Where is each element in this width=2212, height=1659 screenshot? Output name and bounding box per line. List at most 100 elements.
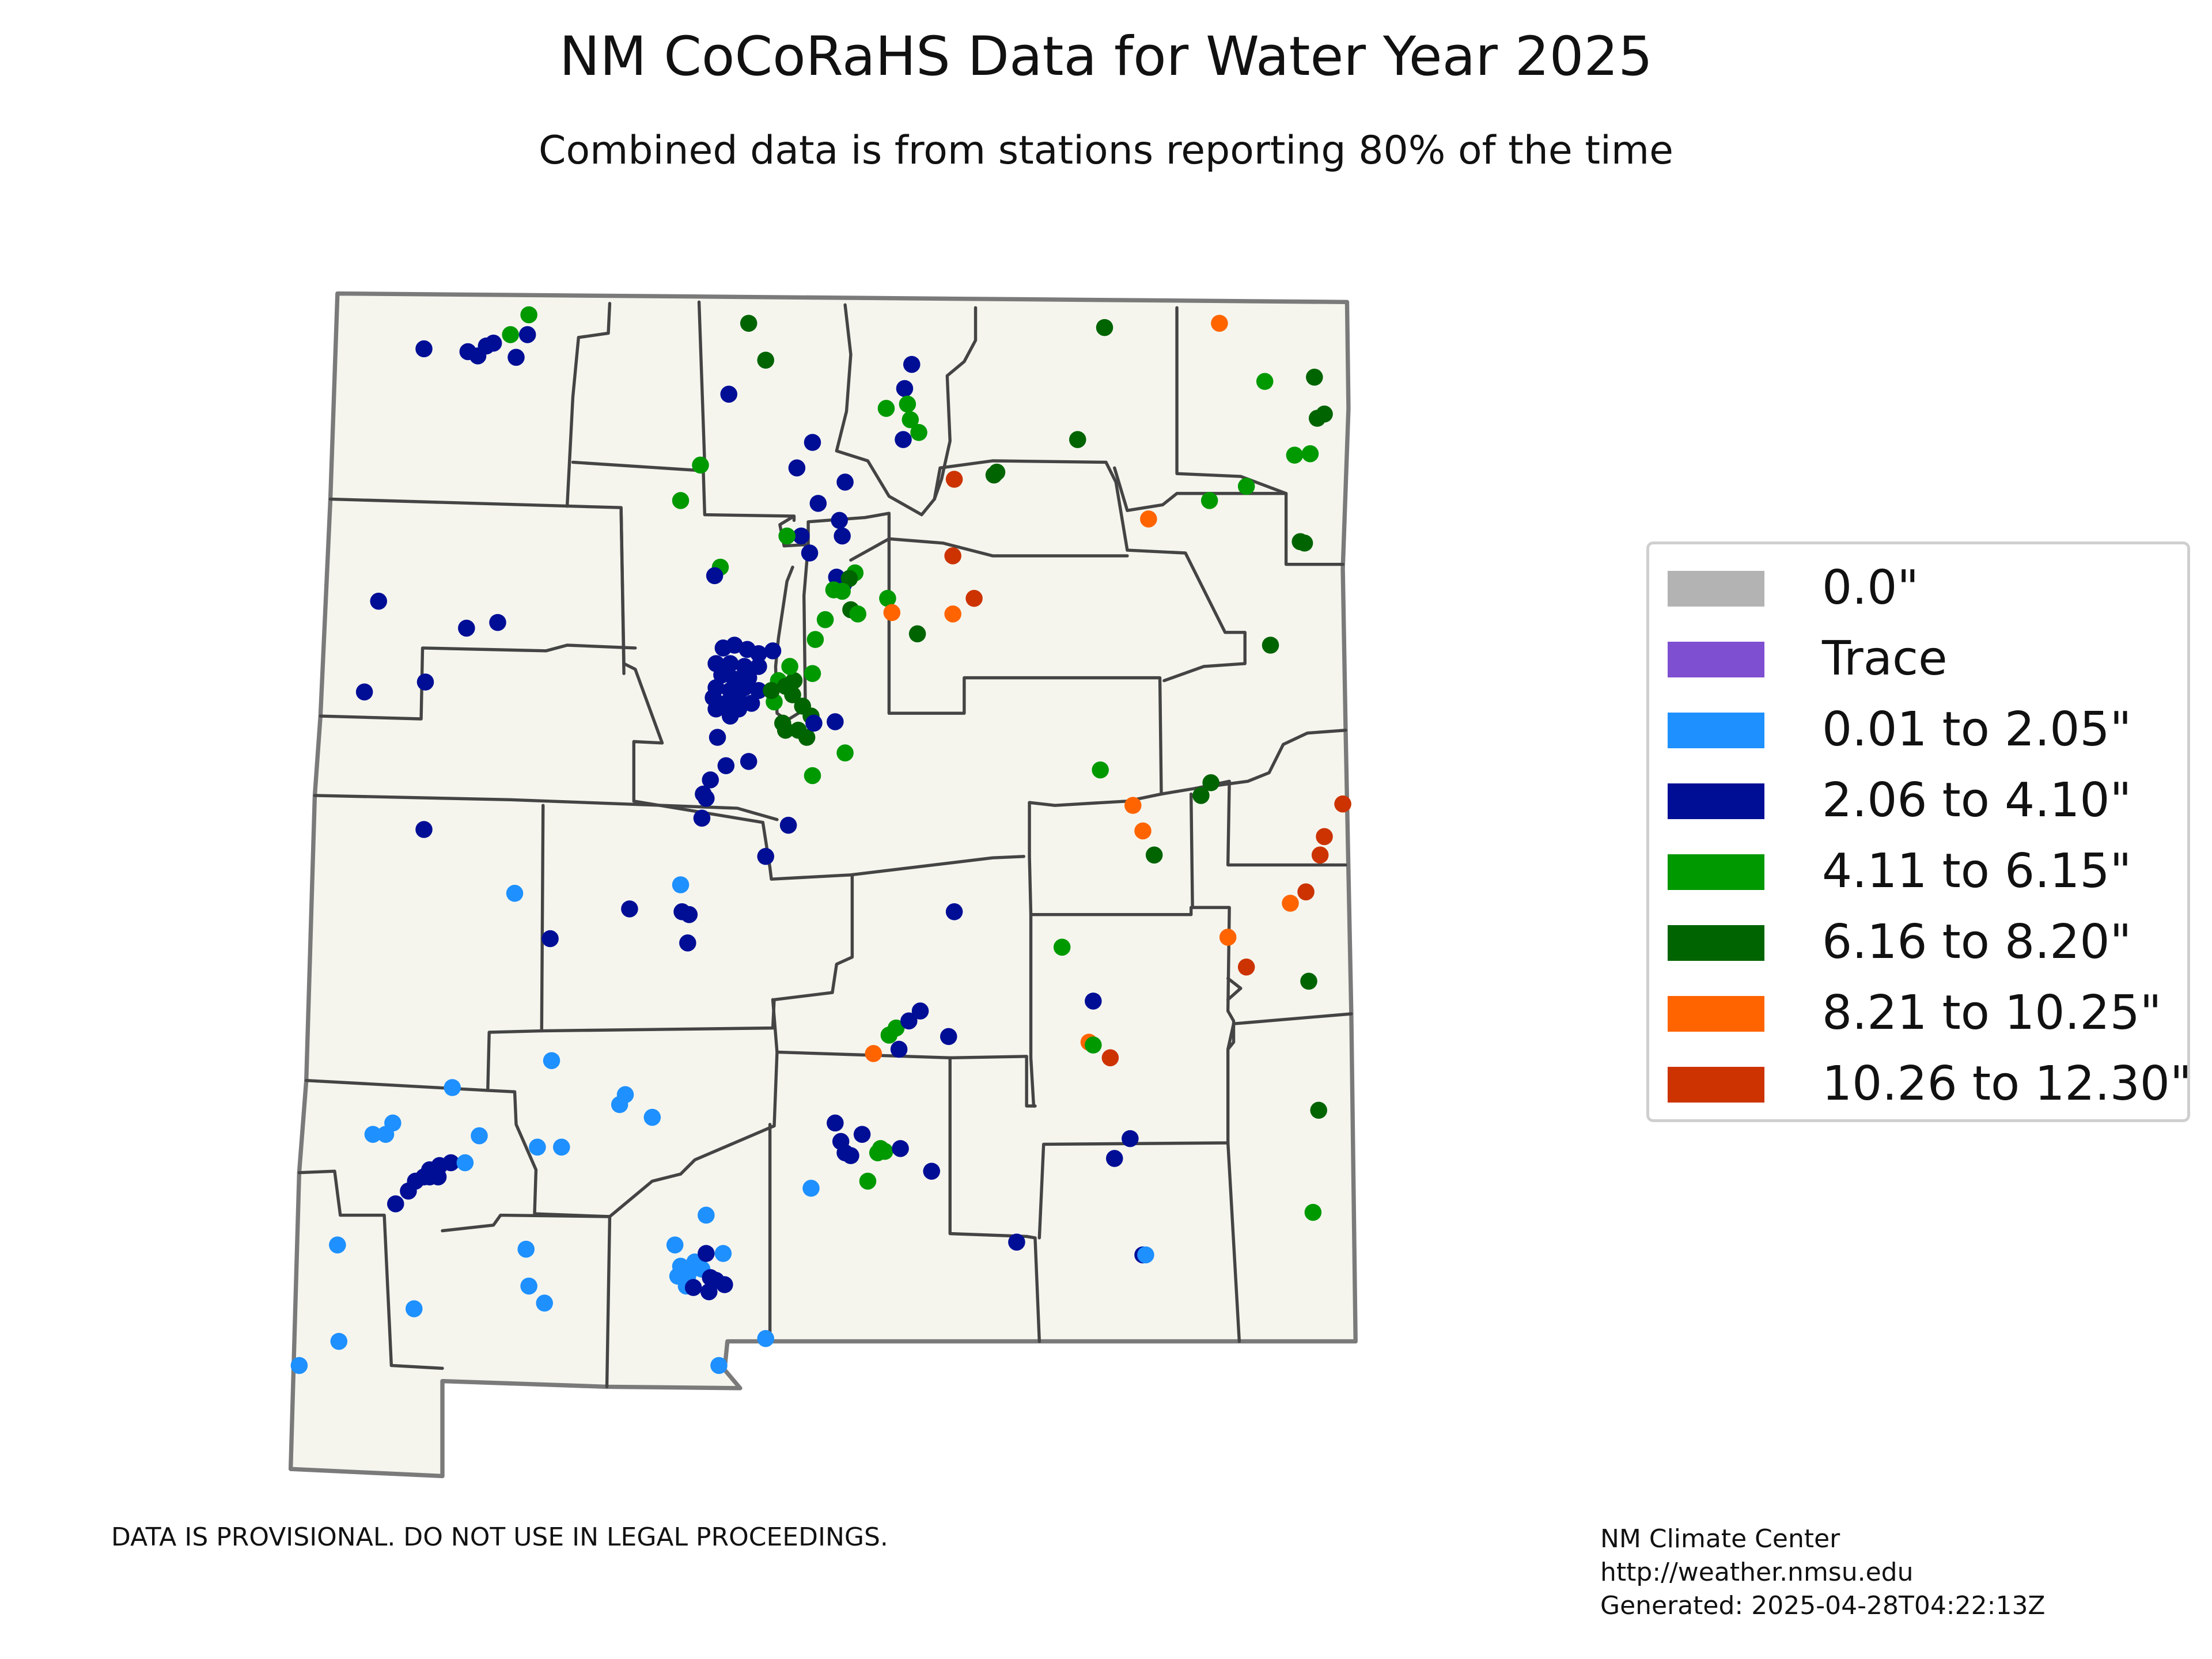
station-marker xyxy=(895,431,912,448)
station-marker xyxy=(899,395,916,413)
station-marker xyxy=(683,1260,700,1278)
station-marker xyxy=(384,1114,402,1132)
legend-entry: 8.21 to 10.25" xyxy=(1668,982,2175,1040)
station-marker xyxy=(859,1172,877,1190)
station-marker xyxy=(804,767,821,785)
credits-url: http://weather.nmsu.edu xyxy=(1600,1558,1914,1587)
station-marker xyxy=(730,700,748,718)
legend-entry: 0.0" xyxy=(1668,557,2175,615)
station-marker xyxy=(1134,822,1152,840)
station-marker xyxy=(1211,315,1228,332)
station-marker xyxy=(520,1277,537,1295)
station-marker xyxy=(778,527,796,545)
station-marker xyxy=(706,567,724,585)
station-marker xyxy=(710,1357,728,1374)
station-marker xyxy=(387,1195,404,1213)
station-marker xyxy=(944,605,961,623)
legend-swatch xyxy=(1668,854,1764,890)
station-marker xyxy=(900,1012,918,1030)
station-marker xyxy=(517,1240,535,1258)
station-marker xyxy=(672,876,690,893)
disclaimer-text: DATA IS PROVISIONAL. DO NOT USE IN LEGAL… xyxy=(111,1522,888,1552)
station-marker xyxy=(1085,1036,1102,1054)
station-marker xyxy=(736,679,753,696)
station-marker xyxy=(520,306,537,324)
station-marker xyxy=(1192,787,1210,804)
station-marker xyxy=(693,809,711,827)
station-marker xyxy=(290,1357,308,1374)
station-marker xyxy=(923,1162,940,1180)
station-marker xyxy=(1296,535,1313,552)
station-marker xyxy=(903,355,921,373)
legend-label: 10.26 to 12.30" xyxy=(1822,1056,2192,1111)
station-marker xyxy=(1219,929,1237,946)
station-marker xyxy=(502,326,519,343)
legend-label: 0.0" xyxy=(1822,560,1919,615)
legend-swatch xyxy=(1668,571,1764,607)
station-marker xyxy=(1256,373,1274,390)
station-marker xyxy=(801,544,819,562)
station-marker xyxy=(883,604,901,622)
station-marker xyxy=(779,816,797,834)
station-marker xyxy=(827,1114,844,1132)
station-marker xyxy=(1101,1049,1119,1067)
station-marker xyxy=(757,848,774,865)
station-marker xyxy=(1096,319,1113,336)
station-marker xyxy=(1316,828,1333,846)
station-marker xyxy=(940,1028,957,1046)
station-marker xyxy=(1085,993,1102,1010)
station-marker xyxy=(720,385,737,403)
legend-entry: 10.26 to 12.30" xyxy=(1668,1053,2192,1111)
station-marker xyxy=(890,1040,908,1058)
station-marker xyxy=(553,1138,570,1156)
station-marker xyxy=(853,1126,871,1143)
station-marker xyxy=(1053,938,1071,956)
station-marker xyxy=(1122,1130,1139,1147)
legend-entry: 6.16 to 8.20" xyxy=(1668,911,2175,969)
station-marker xyxy=(804,665,821,682)
station-marker xyxy=(910,424,927,441)
station-markers xyxy=(290,306,1351,1374)
station-marker xyxy=(666,1236,684,1253)
station-marker xyxy=(788,459,806,477)
station-marker xyxy=(757,351,774,369)
station-marker xyxy=(849,605,866,623)
station-marker xyxy=(988,463,1006,481)
station-marker xyxy=(836,744,854,762)
station-marker xyxy=(1310,1101,1327,1119)
station-marker xyxy=(785,672,803,690)
station-marker xyxy=(507,349,525,366)
station-marker xyxy=(793,527,810,545)
station-marker xyxy=(743,695,760,712)
station-marker xyxy=(869,1144,887,1161)
station-marker xyxy=(330,1332,348,1350)
legend-label: 0.01 to 2.05" xyxy=(1822,702,2132,757)
station-marker xyxy=(798,729,816,746)
station-marker xyxy=(421,1168,438,1185)
station-marker xyxy=(965,590,983,607)
legend-entry: Trace xyxy=(1668,628,2175,686)
station-marker xyxy=(911,1002,929,1020)
station-marker xyxy=(740,753,757,770)
legend-swatch xyxy=(1668,783,1764,819)
station-marker xyxy=(945,471,963,488)
station-marker xyxy=(621,900,638,918)
legend-swatch xyxy=(1668,1067,1764,1103)
station-marker xyxy=(763,682,780,699)
legend-label: 6.16 to 8.20" xyxy=(1822,915,2132,969)
station-marker xyxy=(1286,446,1304,464)
station-marker xyxy=(834,582,851,600)
station-marker xyxy=(1301,445,1319,463)
legend-swatch xyxy=(1668,642,1764,677)
station-marker xyxy=(842,1147,859,1164)
credits-org: NM Climate Center xyxy=(1600,1524,1840,1554)
legend-entry: 2.06 to 4.10" xyxy=(1668,770,2175,828)
station-marker xyxy=(877,400,895,417)
legend-swatch xyxy=(1668,925,1764,961)
station-marker xyxy=(529,1138,546,1156)
station-marker xyxy=(944,547,961,565)
station-marker xyxy=(506,885,524,902)
station-marker xyxy=(444,1079,461,1096)
station-marker xyxy=(892,1140,909,1157)
station-marker xyxy=(750,682,767,699)
